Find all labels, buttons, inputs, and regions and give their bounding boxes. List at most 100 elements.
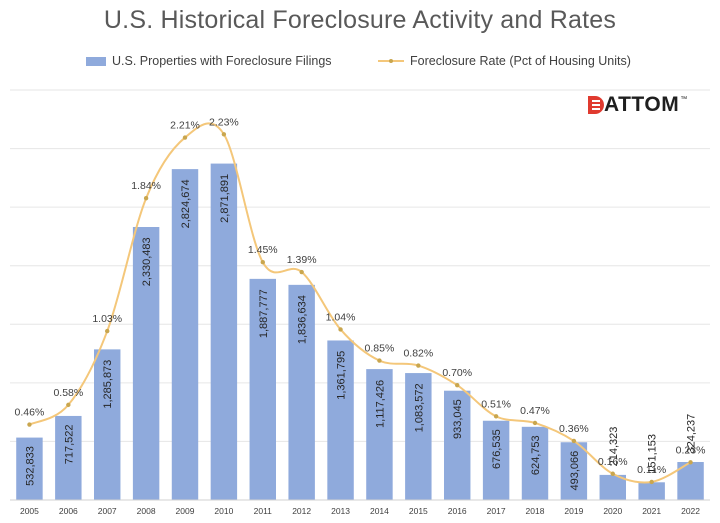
rate-point-2009 — [182, 135, 188, 140]
data-labels: 532,833 717,522 1,285,873 2,330,483 2,824,67… — [15, 116, 706, 490]
bar-2017 — [482, 420, 510, 500]
rate-point-2015 — [416, 363, 421, 368]
x-tick-label: 2005 — [20, 506, 39, 516]
x-tick-label: 2021 — [642, 506, 661, 516]
bar-2008 — [132, 227, 160, 501]
bar-value-label: 2,871,891 — [219, 174, 231, 223]
rate-value-label: 0.70% — [442, 367, 472, 379]
bar-value-label: 676,535 — [491, 429, 503, 469]
legend-line-swatch — [378, 55, 404, 67]
rate-value-label: 0.85% — [365, 343, 395, 355]
x-tick-label: 2008 — [137, 506, 156, 516]
rate-line — [28, 122, 692, 484]
attom-logo: ATTOM ™ — [586, 93, 687, 117]
legend-item-rate: Foreclosure Rate (Pct of Housing Units) — [378, 54, 631, 68]
rate-point-2021 — [649, 479, 654, 485]
attom-logo-icon — [588, 96, 604, 114]
rate-value-label: 0.23% — [676, 444, 706, 456]
bar-value-label: 151,153 — [647, 434, 659, 474]
bar-2015 — [405, 373, 432, 500]
x-tick-label: 2015 — [409, 506, 428, 516]
bar-value-label: 2,330,483 — [141, 237, 153, 286]
rate-value-label: 1.84% — [131, 180, 161, 192]
rate-value-label: 0.16% — [598, 456, 628, 468]
rate-point-2007 — [105, 328, 110, 334]
bar-2006 — [55, 415, 82, 500]
rate-point-2012 — [299, 269, 304, 275]
bar-value-label: 214,323 — [608, 427, 620, 467]
bar-2012 — [288, 284, 315, 500]
rate-value-label: 0.46% — [15, 407, 45, 419]
x-tick-label: 2016 — [448, 506, 467, 516]
rate-point-2017 — [493, 414, 499, 419]
rate-point-2008 — [143, 196, 149, 201]
rate-point-2019 — [571, 438, 577, 444]
bar-value-label: 493,066 — [569, 451, 581, 491]
x-tick-label: 2011 — [254, 506, 273, 516]
bar-value-label: 1,887,777 — [258, 289, 270, 338]
rate-value-label: 1.39% — [287, 254, 317, 266]
legend-label-filings: U.S. Properties with Foreclosure Filings — [112, 54, 332, 68]
bar-2014 — [366, 369, 393, 500]
bar-2021 — [638, 482, 665, 500]
rate-value-label: 2.23% — [209, 116, 239, 128]
rate-point-2016 — [455, 383, 460, 388]
bar-value-label: 717,522 — [63, 424, 75, 464]
bar-2005 — [16, 437, 43, 500]
bar-value-label: 1,361,795 — [336, 351, 348, 400]
x-tick-label: 2010 — [214, 506, 233, 516]
chart-title: U.S. Historical Foreclosure Activity and… — [103, 6, 617, 34]
legend-label-rate: Foreclosure Rate (Pct of Housing Units) — [410, 54, 631, 68]
bar-value-label: 532,833 — [24, 446, 36, 486]
rate-value-label: 0.11% — [637, 464, 666, 476]
x-tick-label: 2006 — [59, 506, 78, 516]
rate-point-2013 — [338, 327, 343, 332]
bar-value-label: 1,117,426 — [374, 380, 386, 428]
bar-2020 — [599, 474, 626, 500]
rate-value-label: 0.36% — [559, 423, 589, 435]
bar-2009 — [171, 169, 199, 500]
bar-2019 — [560, 442, 588, 500]
rate-value-label: 2.21% — [170, 120, 200, 132]
rate-point-2022 — [688, 460, 693, 465]
bar-value-label: 324,237 — [686, 414, 698, 454]
bar-value-label: 2,824,674 — [180, 179, 192, 228]
rate-point-2014 — [377, 358, 382, 363]
rate-value-label: 1.45% — [248, 244, 278, 256]
rate-point-2006 — [66, 402, 71, 408]
rate-value-label: 0.47% — [520, 405, 550, 417]
rate-point-2010 — [221, 132, 227, 137]
line-series — [27, 122, 693, 485]
x-tick-label: 2014 — [370, 506, 389, 516]
x-tick-label: 2020 — [603, 506, 622, 516]
rate-value-label: 1.03% — [92, 313, 122, 325]
bar-value-label: 1,285,873 — [102, 360, 114, 409]
x-tick-label: 2017 — [487, 506, 506, 516]
bar-value-label: 1,083,572 — [413, 383, 425, 432]
rate-point-2018 — [532, 420, 538, 426]
x-tick-label: 2018 — [526, 506, 545, 516]
bar-2016 — [444, 390, 471, 500]
bar-2007 — [94, 349, 121, 500]
x-tick-label: 2022 — [681, 506, 700, 516]
x-axis: 2005 2006 2007 2008 2009 2010 2011 2012 2013 2014… — [10, 499, 710, 516]
gridlines — [10, 89, 710, 442]
legend-item-filings: U.S. Properties with Foreclosure Filings — [86, 54, 332, 68]
bar-value-label: 624,753 — [530, 435, 542, 475]
x-tick-label: 2013 — [331, 506, 350, 516]
legend-bar-swatch — [86, 56, 106, 66]
bar-value-label: 933,045 — [452, 399, 464, 439]
bar-value-label: 1,836,634 — [297, 295, 309, 344]
rate-value-label: 1.04% — [326, 311, 356, 323]
x-tick-label: 2009 — [176, 506, 195, 516]
rate-point-2011 — [260, 260, 265, 265]
rate-point-2005 — [27, 422, 32, 427]
rate-value-label: 0.82% — [403, 348, 433, 360]
bar-2011 — [249, 278, 276, 500]
rate-value-label: 0.51% — [481, 398, 511, 410]
bar-2013 — [327, 340, 354, 500]
bar-2018 — [521, 426, 549, 500]
x-tick-label: 2019 — [564, 506, 583, 516]
bar-series — [16, 163, 704, 501]
